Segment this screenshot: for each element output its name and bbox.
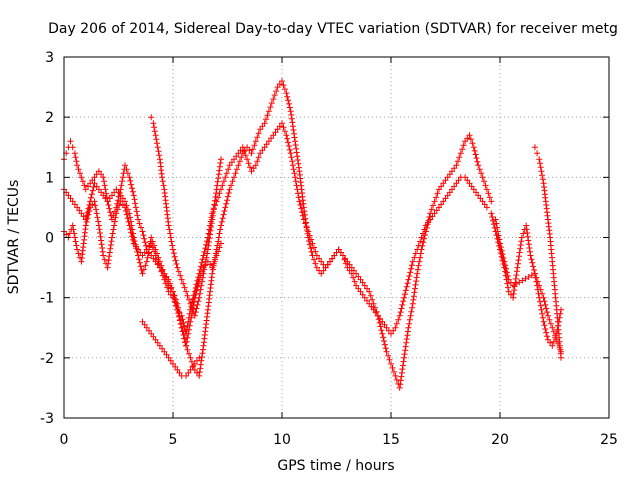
x-tick-label: 20 [491, 432, 509, 448]
grid-lines [64, 57, 609, 418]
series-trace-e [139, 318, 203, 379]
y-tick-label: 0 [45, 231, 54, 247]
y-tick-label: -2 [40, 351, 54, 367]
x-tick-label: 15 [382, 432, 400, 448]
x-axis-label: GPS time / hours [277, 458, 394, 474]
x-tick-label: 10 [273, 432, 291, 448]
x-tick-label: 5 [169, 432, 178, 448]
series-trace-g [531, 144, 564, 361]
series-trace-d [148, 114, 224, 319]
axis-ticks: 0 5 10 15 20 25 -3 -2 -1 0 1 2 3 [40, 50, 618, 448]
data-markers [492, 216, 564, 349]
data-markers [531, 144, 564, 361]
y-tick-label: -3 [40, 411, 54, 427]
y-tick-label: -1 [40, 291, 54, 307]
data-points [61, 78, 564, 391]
y-axis-label: SDTVAR / TECUs [6, 180, 22, 295]
data-markers [139, 318, 203, 379]
x-tick-label: 0 [60, 432, 69, 448]
y-tick-label: 1 [45, 170, 54, 186]
data-markers [148, 114, 224, 319]
y-tick-label: 3 [45, 50, 54, 66]
series-trace-h [492, 216, 564, 349]
y-tick-label: 2 [45, 110, 54, 126]
x-tick-label: 25 [600, 432, 618, 448]
chart-title: Day 206 of 2014, Sidereal Day-to-day VTE… [48, 21, 618, 37]
